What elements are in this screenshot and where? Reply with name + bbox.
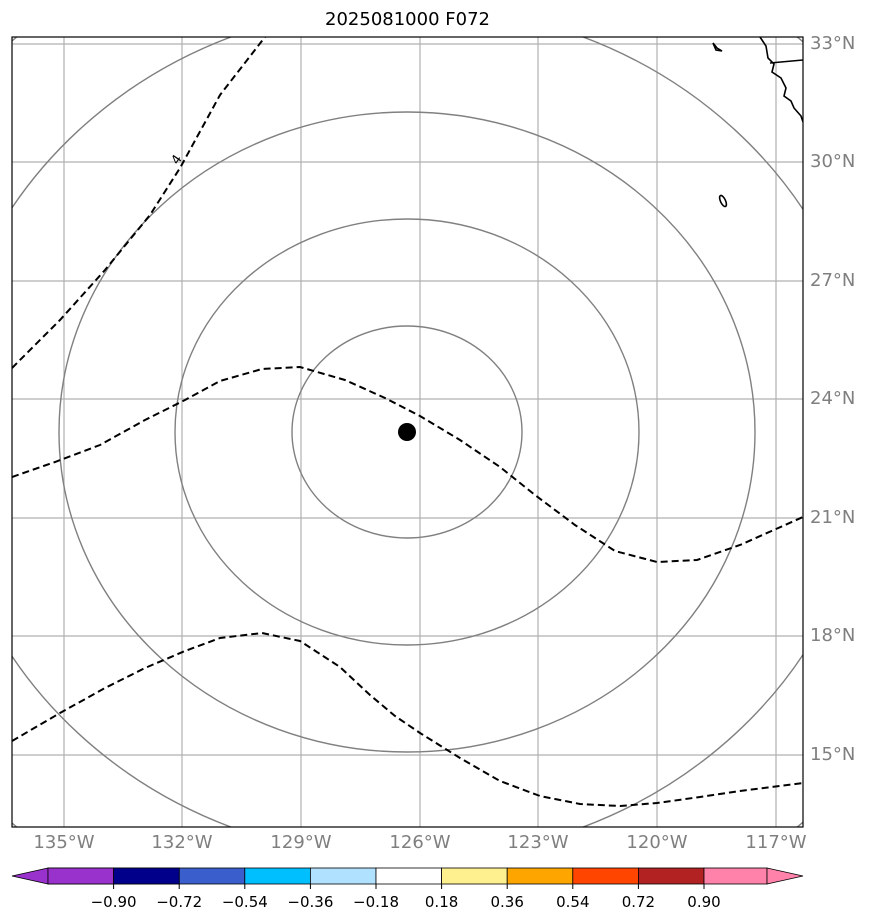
colorbar-segment-11 [703, 867, 768, 885]
colorbar-label: −0.72 [156, 893, 203, 911]
colorbar-label: 0.18 [424, 893, 459, 911]
colorbar-label: −0.90 [90, 893, 137, 911]
colorbar-segment-6 [375, 867, 442, 885]
colorbar-label: 0.54 [556, 893, 590, 911]
dashed-contour-middle [12, 365, 803, 564]
dashed-contours [12, 37, 803, 808]
coastline-islet [712, 42, 723, 52]
colorbar-label: −0.18 [353, 893, 399, 911]
lat-label-27n: 27°N [810, 270, 856, 291]
lon-label-126w: 126°W [389, 832, 451, 853]
colorbar-label: 0.72 [621, 893, 656, 911]
border-line [769, 59, 803, 64]
dashed-contour-north [12, 37, 266, 369]
colorbar-label: −0.54 [221, 893, 268, 911]
lat-label-30n: 30°N [810, 151, 856, 172]
lat-label-15n: 15°N [810, 744, 856, 765]
lat-label-24n: 24°N [810, 388, 856, 409]
lon-label-135w: 135°W [33, 832, 95, 853]
colorbar-ticks [113, 884, 705, 889]
coastline-mainland [759, 37, 803, 123]
map-frame [11, 36, 804, 828]
lat-label-21n: 21°N [810, 507, 856, 528]
colorbar-first-segment [47, 867, 114, 885]
island-outline [718, 194, 728, 208]
lon-label-123w: 123°W [507, 832, 569, 853]
range-ring-2 [174, 218, 640, 646]
colorbar-label: 0.36 [490, 893, 524, 911]
range-ring-1 [291, 325, 523, 539]
lon-label-132w: 132°W [151, 832, 213, 853]
colorbar-second-segment [113, 867, 180, 885]
lat-label-33n: 33°N [810, 33, 856, 54]
colorbar-segment-9 [572, 867, 639, 885]
contour-label: 4 [169, 152, 186, 167]
colorbar-extend-low [11, 867, 49, 885]
colorbar-label: −0.36 [287, 893, 334, 911]
colorbar [11, 867, 804, 885]
colorbar-segment-4 [244, 867, 311, 885]
gridlines [12, 37, 803, 827]
map-title: 2025081000 F072 [325, 9, 490, 30]
storm-center-dot [398, 423, 416, 441]
colorbar-segment-3 [178, 867, 246, 885]
colorbar-extend-high [766, 867, 804, 885]
colorbar-segment-5 [309, 867, 377, 885]
lon-label-117w: 117°W [745, 832, 807, 853]
range-ring-3 [58, 111, 756, 753]
colorbar-segment-8 [506, 867, 574, 885]
colorbar-segment-7 [441, 867, 508, 885]
range-ring-4 [12, 37, 803, 827]
dashed-contour-south [12, 631, 803, 808]
lon-label-129w: 129°W [270, 832, 332, 853]
lon-label-120w: 120°W [626, 832, 688, 853]
colorbar-segment-10 [638, 867, 705, 885]
coastline [712, 37, 803, 208]
colorbar-label: 0.90 [687, 893, 721, 911]
lat-label-18n: 18°N [810, 625, 856, 646]
